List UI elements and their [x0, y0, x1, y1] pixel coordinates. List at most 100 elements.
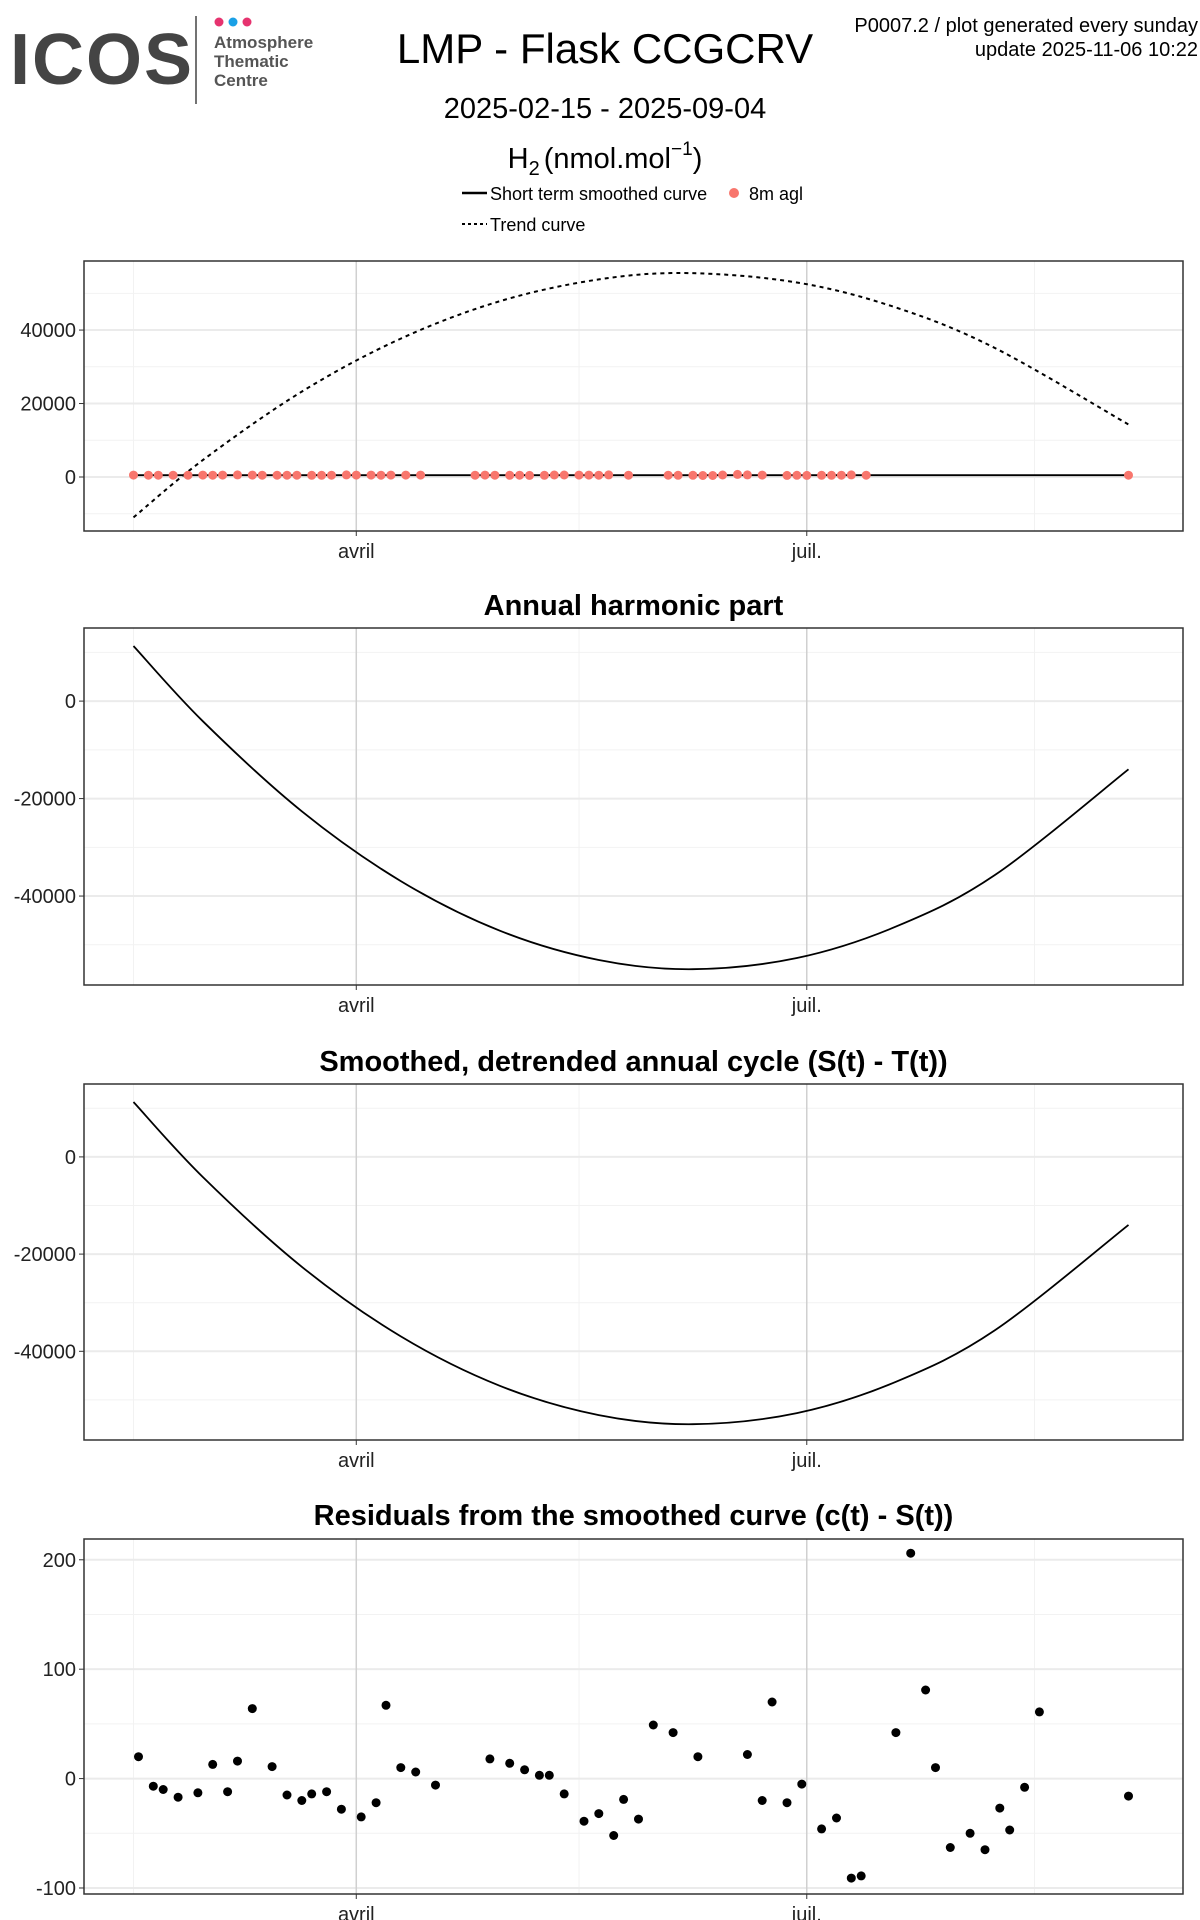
- data-point: [282, 1790, 292, 1800]
- y-tick-label: 0: [65, 691, 76, 713]
- x-tick-label: juil.: [791, 1904, 822, 1920]
- data-point: [470, 470, 480, 480]
- data-point: [371, 1798, 381, 1808]
- legend-trend-label: Trend curve: [490, 215, 585, 235]
- data-point: [129, 470, 138, 480]
- data-point: [480, 470, 490, 480]
- series-line-s-t-t-t-: [132, 1101, 1130, 1426]
- logo-text: ICOS: [10, 20, 194, 100]
- data-point: [233, 1756, 242, 1766]
- data-point: [173, 1792, 183, 1802]
- y-tick-label: -40000: [14, 1341, 76, 1363]
- product-line: P0007.2 / plot generated every sunday: [854, 15, 1198, 37]
- data-point: [233, 470, 242, 480]
- y-tick-label: -20000: [14, 1244, 76, 1266]
- data-point: [1124, 470, 1133, 480]
- x-tick-label: avril: [338, 1450, 375, 1472]
- data-point: [579, 1816, 589, 1826]
- data-point: [158, 1785, 168, 1794]
- data-point: [604, 470, 614, 480]
- data-point: [505, 1758, 515, 1768]
- data-point: [782, 470, 792, 480]
- panel-title: Annual harmonic part: [484, 590, 784, 622]
- y-tick-label: -100: [36, 1878, 76, 1900]
- panel-title: Residuals from the smoothed curve (c(t) …: [314, 1500, 954, 1532]
- y-tick-label: 0: [65, 1769, 76, 1791]
- data-point: [767, 1697, 777, 1707]
- data-point: [1020, 1782, 1030, 1792]
- y-tick-label: 0: [65, 1147, 76, 1169]
- data-point: [634, 1814, 643, 1824]
- data-point: [351, 470, 361, 480]
- data-point: [525, 470, 534, 480]
- panel-title: Smoothed, detrended annual cycle (S(t) -…: [319, 1046, 947, 1078]
- data-point: [198, 470, 208, 480]
- chart-panel-4: Residuals from the smoothed curve (c(t) …: [36, 1500, 1184, 1920]
- data-point: [505, 470, 515, 480]
- data-point: [272, 470, 282, 480]
- data-point: [861, 470, 871, 480]
- data-point: [411, 1767, 421, 1777]
- data-point: [356, 1812, 366, 1822]
- logo-dot-pink: [214, 17, 224, 27]
- series-line-annual-harmonic: [132, 645, 1130, 971]
- data-point: [341, 470, 351, 480]
- logo-sub-2: Thematic: [214, 52, 289, 71]
- panel-border: [83, 260, 1184, 532]
- data-point: [1034, 1707, 1044, 1717]
- data-point: [802, 470, 812, 480]
- data-point: [891, 1728, 901, 1738]
- plot-area: [84, 1539, 1183, 1894]
- data-point: [609, 1831, 619, 1840]
- data-point: [817, 1824, 827, 1834]
- chart-panel-3: Smoothed, detrended annual cycle (S(t) -…: [14, 1046, 1184, 1472]
- data-point: [297, 1796, 307, 1805]
- logo-sub-1: Atmosphere: [214, 33, 313, 52]
- data-point: [208, 470, 218, 480]
- data-point: [544, 1770, 554, 1780]
- data-point: [663, 470, 673, 480]
- data-point: [995, 1803, 1005, 1813]
- data-point: [559, 470, 569, 480]
- chart-panel-2: Annual harmonic part -40000 -20000 0 avril ju…: [14, 590, 1184, 1017]
- x-tick-label: avril: [338, 541, 375, 563]
- data-point: [143, 470, 153, 480]
- data-point: [431, 1780, 440, 1790]
- data-point: [134, 1752, 143, 1762]
- data-point: [846, 1873, 856, 1883]
- data-point: [945, 1843, 955, 1852]
- data-point: [1005, 1825, 1015, 1835]
- data-point: [534, 1770, 544, 1780]
- data-point: [733, 469, 742, 479]
- data-point: [148, 1781, 158, 1791]
- data-point: [416, 470, 426, 480]
- data-point: [584, 470, 594, 480]
- x-tick-label: juil.: [791, 995, 822, 1017]
- data-point: [208, 1759, 218, 1769]
- series-line-trend-curve: [132, 272, 1129, 519]
- icos-logo: ICOS Atmosphere Thematic Centre: [10, 16, 313, 104]
- data-point: [921, 1685, 931, 1695]
- legend-smoothed-label: Short term smoothed curve: [490, 184, 707, 204]
- legend: Short term smoothed curve 8m agl Trend c…: [462, 184, 803, 235]
- data-point: [247, 470, 257, 480]
- data-point: [381, 1700, 391, 1710]
- panel-border: [83, 1538, 1184, 1895]
- logo-sub-3: Centre: [214, 71, 268, 90]
- data-point: [846, 470, 856, 480]
- data-point: [931, 1763, 940, 1773]
- plot-area: [84, 628, 1183, 985]
- data-point: [282, 470, 292, 480]
- data-point: [490, 470, 500, 480]
- data-point: [698, 471, 708, 480]
- data-point: [827, 470, 836, 480]
- data-point: [594, 470, 604, 480]
- data-point: [980, 1845, 990, 1855]
- x-tick-label: avril: [338, 1904, 375, 1920]
- legend-point-icon: [729, 188, 739, 198]
- data-point: [782, 1798, 792, 1808]
- data-point: [559, 1789, 569, 1799]
- data-point: [1124, 1791, 1133, 1801]
